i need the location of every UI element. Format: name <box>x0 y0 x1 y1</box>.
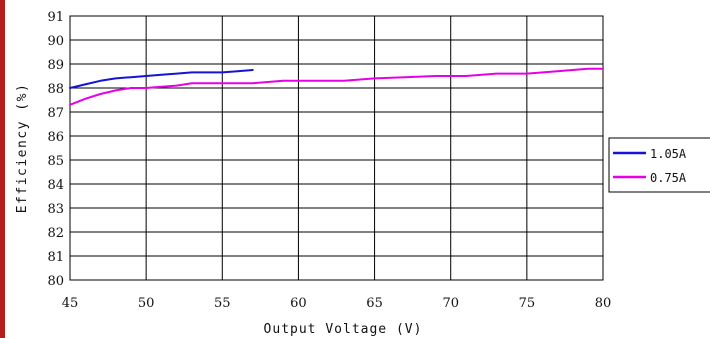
y-axis-title: Efficiency (%) <box>15 83 30 214</box>
y-tick-label: 88 <box>47 82 64 97</box>
legend-label-1: 1.05A <box>650 147 687 161</box>
plot-area <box>70 16 603 280</box>
x-tick-label: 65 <box>366 296 383 311</box>
x-tick-label: 50 <box>138 296 155 311</box>
series-line-2 <box>69 67 604 106</box>
x-tick-label: 70 <box>442 296 459 311</box>
plot-frame <box>69 15 604 281</box>
y-tick-label: 86 <box>47 130 64 145</box>
y-tick-label: 84 <box>47 178 64 193</box>
series-layer <box>69 67 604 106</box>
x-tick-label: 75 <box>519 296 536 311</box>
y-tick-label: 82 <box>47 226 64 241</box>
y-tick-label: 87 <box>47 106 64 121</box>
left-accent-bar <box>0 0 5 338</box>
x-tick-label: 60 <box>290 296 307 311</box>
legend-label-2: 0.75A <box>650 171 687 185</box>
legend: 1.05A 0.75A <box>608 137 710 193</box>
y-tick-label: 81 <box>47 250 64 265</box>
y-tick-label: 83 <box>47 202 64 217</box>
y-tick-label: 90 <box>47 34 64 49</box>
y-axis-ticks: 80 81 82 83 84 85 86 87 88 89 90 91 <box>47 10 64 289</box>
y-tick-label: 89 <box>47 58 64 73</box>
x-tick-label: 45 <box>62 296 79 311</box>
series-line-1 <box>69 69 254 89</box>
y-tick-label: 91 <box>47 10 64 25</box>
x-axis-title: Output Voltage (V) <box>264 322 423 337</box>
y-tick-label: 85 <box>47 154 64 169</box>
x-axis-ticks: 45 50 55 60 65 70 75 80 <box>62 296 612 311</box>
x-tick-label: 55 <box>214 296 231 311</box>
legend-box <box>608 137 710 193</box>
y-tick-label: 80 <box>47 274 64 289</box>
x-tick-label: 80 <box>595 296 612 311</box>
